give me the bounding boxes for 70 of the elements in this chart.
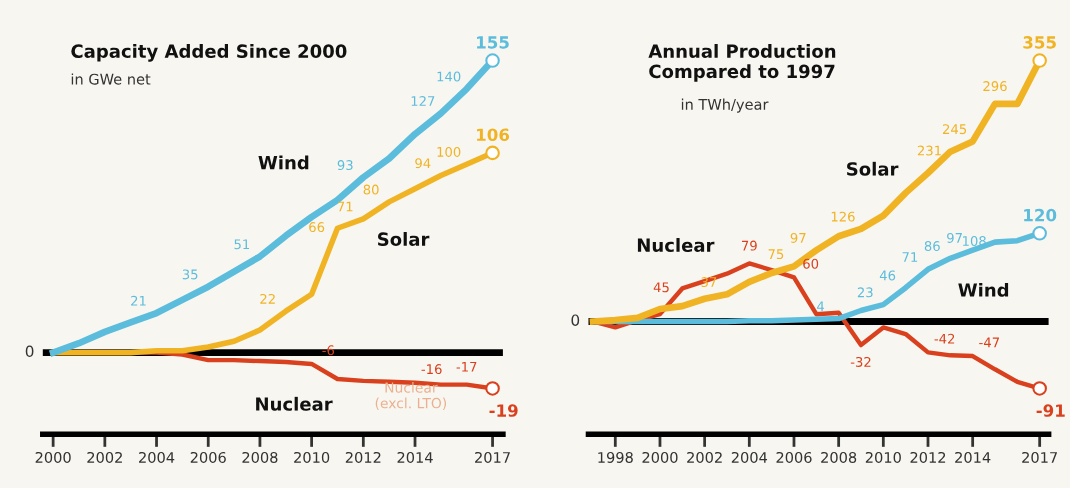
- x-tick-label: 2012: [910, 451, 946, 463]
- x-tick-label: 2002: [687, 451, 722, 463]
- data-label: 4: [817, 301, 825, 312]
- chart-title: Capacity Added Since 2000: [71, 44, 347, 62]
- data-label: 155: [477, 36, 509, 49]
- data-label: 97: [790, 232, 806, 243]
- data-label: 120: [1024, 208, 1057, 222]
- series-label: Nuclear: [256, 396, 333, 411]
- data-label: 100: [437, 146, 461, 157]
- data-label: 66: [309, 222, 325, 233]
- x-tick-label: 2008: [821, 451, 857, 463]
- ref-line-label: 0: [571, 314, 580, 326]
- data-label: 355: [1023, 36, 1056, 49]
- data-label: 97: [947, 232, 962, 243]
- chart-title: Annual Production Compared to 1997: [648, 44, 836, 82]
- series-label: Wind: [958, 282, 1009, 297]
- x-tick-label: 2006: [776, 451, 812, 463]
- data-label: 80: [363, 184, 379, 195]
- series-label: Solar: [847, 161, 899, 176]
- x-tick-label: 2004: [139, 451, 175, 463]
- text: in GWe net: [71, 73, 151, 85]
- data-label: -32: [850, 356, 871, 367]
- x-tick-label: 2010: [294, 451, 330, 463]
- x-tick-label: 2000: [642, 451, 678, 463]
- series-label: Solar: [378, 232, 430, 246]
- x-tick-label: 2012: [345, 451, 381, 463]
- x-tick-label: 2017: [1022, 451, 1057, 463]
- data-label: 71: [337, 201, 353, 212]
- text: in TWh/year: [681, 98, 769, 113]
- data-label: 23: [857, 287, 873, 298]
- data-label: 51: [234, 239, 250, 250]
- data-label: 21: [131, 295, 146, 306]
- data-label: 296: [983, 81, 1007, 92]
- x-tick-label: 2000: [35, 451, 71, 463]
- data-label: 86: [924, 241, 940, 252]
- data-label: -16: [421, 364, 442, 375]
- annotation: Nuclear (excl. LTO): [375, 382, 447, 410]
- data-label: 140: [437, 71, 461, 82]
- data-label: -91: [1036, 404, 1065, 417]
- data-label: 127: [411, 96, 435, 106]
- x-tick-label: 2017: [475, 451, 510, 463]
- data-label: 46: [879, 270, 896, 281]
- data-label: -42: [934, 333, 955, 344]
- data-label: 35: [182, 269, 198, 280]
- data-label: 75: [768, 249, 784, 260]
- x-tick-label: 2002: [87, 451, 122, 463]
- data-label: -17: [456, 362, 477, 372]
- x-tick-label: 2006: [190, 451, 226, 463]
- x-tick-label: 2008: [242, 451, 278, 463]
- x-tick-label: 2010: [865, 451, 901, 463]
- data-label: -19: [489, 404, 518, 417]
- data-label: 94: [415, 158, 431, 169]
- text: Wind: [258, 155, 309, 170]
- data-label: -47: [979, 337, 999, 348]
- ref-line-label: 0: [25, 345, 34, 358]
- x-tick-label: 1998: [598, 451, 633, 463]
- x-tick-label: 2014: [955, 451, 991, 463]
- data-label: 245: [942, 124, 967, 135]
- data-label: 79: [742, 240, 757, 251]
- data-label: 45: [653, 282, 669, 293]
- x-tick-label: 2004: [731, 451, 768, 463]
- series-label: Nuclear: [637, 238, 715, 253]
- data-label: 126: [831, 211, 855, 222]
- data-label: 106: [477, 128, 510, 142]
- x-tick-label: 2014: [397, 451, 433, 463]
- data-label: 71: [902, 252, 918, 262]
- data-label: 22: [260, 293, 275, 304]
- data-label: 93: [337, 160, 353, 171]
- data-label: 231: [917, 145, 941, 156]
- data-label: 60: [803, 258, 819, 269]
